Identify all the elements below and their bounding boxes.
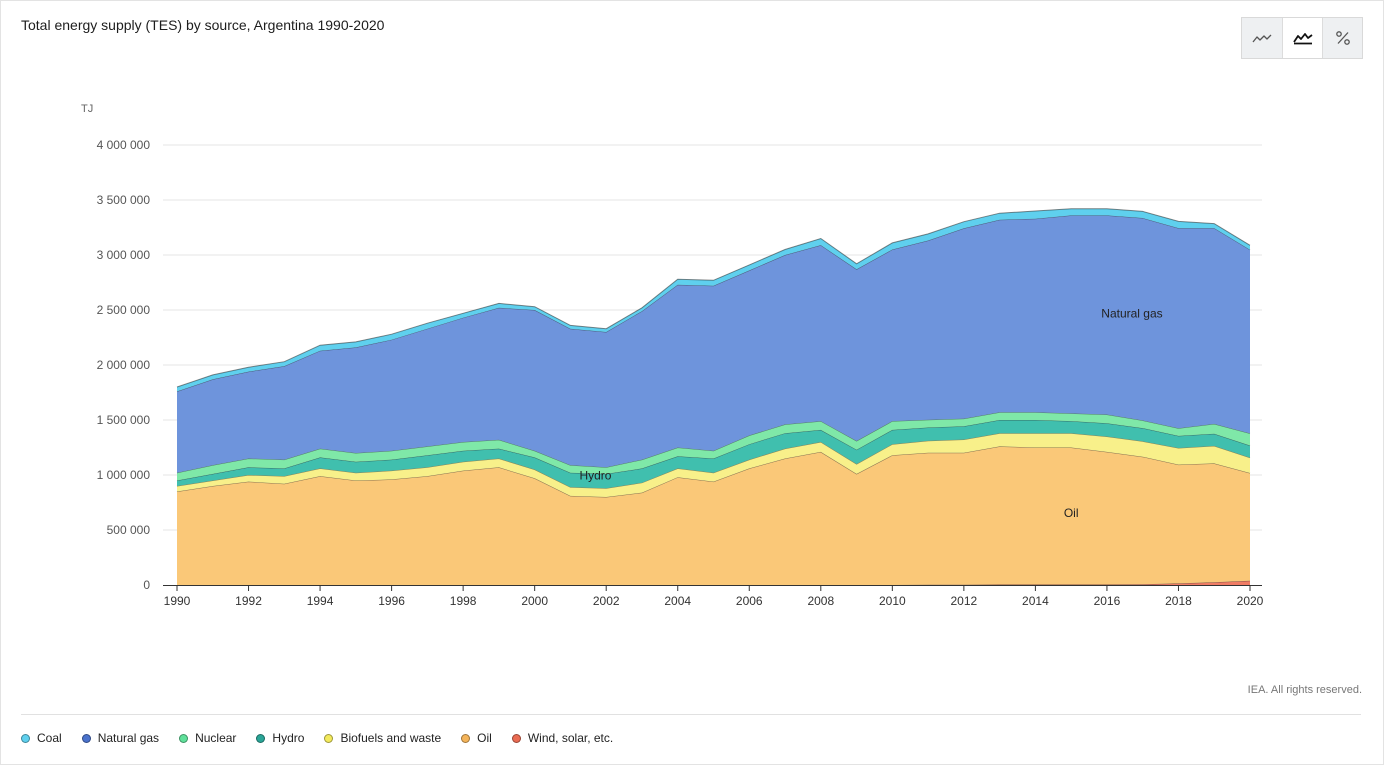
legend-swatch (81, 733, 91, 743)
x-tick-label: 1998 (450, 594, 477, 608)
credit-text: IEA. All rights reserved. (1247, 684, 1362, 696)
area-view-button[interactable] (1282, 18, 1322, 58)
x-tick-label: 1994 (307, 594, 334, 608)
x-tick-label: 2012 (951, 594, 978, 608)
x-tick-label: 2016 (1094, 594, 1121, 608)
series-annotation: Hydro (579, 468, 611, 482)
x-tick-label: 1996 (378, 594, 405, 608)
chart-legend: Coal Natural gas Nuclear Hydro Biofuels and … (21, 731, 613, 745)
x-tick-label: 2000 (521, 594, 548, 608)
percent-icon (1335, 31, 1350, 45)
line-chart-icon (1252, 34, 1272, 43)
line-view-button[interactable] (1242, 18, 1282, 58)
legend-swatch (179, 733, 189, 743)
legend-item-hydro[interactable]: Hydro (256, 731, 304, 745)
chart-title: Total energy supply (TES) by source, Arg… (21, 17, 385, 33)
area-natural-gas[interactable] (177, 215, 1250, 473)
legend-label: Wind, solar, etc. (527, 731, 614, 745)
legend-divider (21, 714, 1361, 715)
legend-label: Natural gas (97, 731, 160, 745)
legend-item-coal[interactable]: Coal (21, 731, 62, 745)
legend-label: Coal (37, 731, 62, 745)
legend-swatch (511, 733, 521, 743)
y-axis-unit: TJ (81, 103, 94, 115)
x-tick-label: 2010 (879, 594, 906, 608)
series-annotation: Oil (1064, 506, 1079, 520)
x-tick-label: 2018 (1165, 594, 1192, 608)
legend-swatch (21, 733, 30, 743)
y-tick-label: 0 (143, 578, 150, 592)
view-toggle-group (1241, 17, 1363, 59)
x-tick-label: 2004 (664, 594, 691, 608)
legend-item-biofuels-and-waste[interactable]: Biofuels and waste (324, 731, 441, 745)
percent-view-button[interactable] (1322, 18, 1362, 58)
y-tick-label: 3 500 000 (97, 193, 151, 207)
legend-swatch (324, 733, 334, 743)
legend-item-oil[interactable]: Oil (461, 731, 492, 745)
y-tick-label: 2 500 000 (97, 303, 151, 317)
y-tick-label: 4 000 000 (97, 138, 151, 152)
area-chart-icon (1292, 33, 1313, 45)
legend-label: Nuclear (195, 731, 237, 745)
y-tick-label: 1 000 000 (97, 468, 151, 482)
y-tick-label: 1 500 000 (97, 413, 151, 427)
area-edge-coal (176, 208, 1251, 388)
legend-label: Hydro (272, 731, 305, 745)
x-tick-label: 1990 (164, 594, 191, 608)
legend-label: Biofuels and waste (340, 731, 442, 745)
legend-label: Oil (477, 731, 492, 745)
stacked-area-chart: 0 500 000 1 000 000 1 500 000 2 000 000 2 500… (97, 138, 1264, 608)
y-tick-label: 500 000 (107, 523, 151, 537)
series-annotation: Natural gas (1101, 307, 1162, 321)
x-tick-label: 2008 (807, 594, 834, 608)
x-tick-label: 2014 (1022, 594, 1049, 608)
legend-swatch (256, 733, 266, 743)
x-tick-label: 2006 (736, 594, 763, 608)
legend-item-natural-gas[interactable]: Natural gas (81, 731, 160, 745)
y-tick-label: 2 000 000 (97, 358, 151, 372)
x-tick-label: 2020 (1237, 594, 1264, 608)
y-tick-label: 3 000 000 (97, 248, 151, 262)
x-tick-label: 1992 (235, 594, 262, 608)
legend-swatch (461, 733, 471, 743)
x-tick-label: 2002 (593, 594, 620, 608)
area-oil[interactable] (177, 446, 1250, 585)
legend-item-nuclear[interactable]: Nuclear (179, 731, 236, 745)
legend-item-wind-solar-etc[interactable]: Wind, solar, etc. (511, 731, 614, 745)
area-biofuels-and-waste[interactable] (177, 433, 1250, 497)
